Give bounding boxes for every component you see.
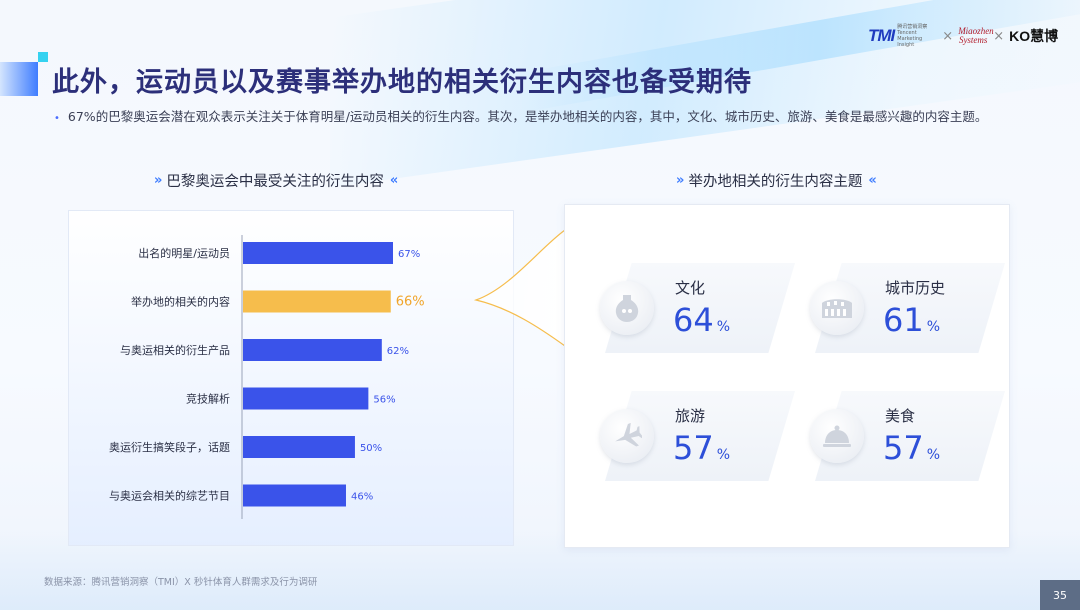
topic-value-number: 57 [883, 429, 924, 467]
value-label: 66% [396, 295, 425, 310]
topic-value: 57% [883, 429, 940, 467]
miaozhen-logo: Miaozhen Systems [958, 26, 994, 45]
value-label: 56% [373, 395, 395, 406]
double-chevron-left-icon: « [868, 173, 877, 188]
value-label: 46% [351, 492, 373, 503]
partner-logos: TMI 腾讯营销洞察 Tencent Marketing Insight × M… [868, 24, 1058, 48]
connector-shape [473, 228, 566, 348]
ko-logo: KO慧博 [1009, 28, 1059, 44]
topic-unit: % [716, 447, 731, 463]
page-number: 35 [1040, 580, 1080, 610]
topic-card-food: 美食 57% [810, 391, 1005, 481]
logo-separator: × [942, 28, 954, 44]
data-source: 数据来源：腾讯营销洞察（TMI）X 秒针体育人群需求及行为调研 [44, 577, 318, 588]
topic-value: 57% [673, 429, 730, 467]
topic-card-travel: 旅游 57% [600, 391, 795, 481]
topic-value-number: 61 [883, 301, 924, 339]
topic-value-number: 57 [673, 429, 714, 467]
value-label: 62% [387, 346, 409, 357]
bar-chart: 出名的明星/运动员 67% 举办地的相关的内容 66% 与奥运相关的衍生产品 62% 竞技解… [109, 235, 425, 519]
tmi-logo-subtitle: 腾讯营销洞察 Tencent Marketing Insight [897, 24, 928, 48]
topic-name: 城市历史 [885, 279, 946, 297]
topic-unit: % [926, 447, 941, 463]
topics-panel: 文化 64% 城市历史 61% 旅游 57% [564, 204, 1010, 548]
topic-name: 文化 [675, 279, 706, 297]
bar-chart-panel: 出名的明星/运动员 67% 举办地的相关的内容 66% 与奥运相关的衍生产品 62% 竞技解… [68, 210, 514, 546]
category-label: 与奥运相关的衍生产品 [120, 343, 230, 357]
value-label: 50% [360, 443, 382, 454]
bar [243, 484, 346, 507]
title-accent-square [38, 52, 48, 62]
bullet-icon: • [54, 113, 60, 124]
summary-content: 67%的巴黎奥运会潜在观众表示关注关于体育明星/运动员相关的衍生内容。其次，是举… [67, 109, 988, 124]
topic-name: 旅游 [675, 407, 706, 425]
value-label: 67% [398, 249, 420, 260]
topic-value: 64% [673, 301, 730, 339]
category-label: 与奥运会相关的综艺节目 [109, 489, 230, 503]
bar [243, 436, 355, 458]
double-chevron-right-icon: » [676, 173, 685, 188]
topic-card-city-history: 城市历史 61% [810, 263, 1005, 353]
page-title: 此外，运动员以及赛事举办地的相关衍生内容也备受期待 [52, 67, 752, 98]
bar [243, 339, 382, 361]
category-label: 举办地的相关的内容 [131, 295, 230, 309]
topic-card-culture: 文化 64% [600, 263, 795, 353]
cloche-icon [810, 409, 864, 463]
double-chevron-right-icon: » [154, 173, 163, 188]
topic-name: 美食 [885, 407, 916, 425]
category-label: 出名的明星/运动员 [138, 246, 230, 260]
right-section-title-text: 举办地相关的衍生内容主题 [688, 174, 863, 190]
category-label: 竞技解析 [186, 392, 230, 406]
topic-value: 61% [883, 301, 940, 339]
logo-separator: × [993, 28, 1005, 44]
bar [243, 242, 393, 264]
tmi-logo: TMI [868, 26, 895, 45]
right-section-title: » 举办地相关的衍生内容主题 « [676, 170, 877, 191]
topic-value-number: 64 [673, 301, 714, 339]
vase-icon [600, 281, 654, 335]
left-section-title: » 巴黎奥运会中最受关注的衍生内容 « [154, 170, 399, 191]
topic-unit: % [716, 319, 731, 335]
bar [243, 387, 369, 410]
category-label: 奥运衍生搞笑段子，话题 [109, 440, 230, 454]
colosseum-icon [810, 281, 864, 335]
left-section-title-text: 巴黎奥运会中最受关注的衍生内容 [166, 174, 384, 190]
summary-text: • 67%的巴黎奥运会潜在观众表示关注关于体育明星/运动员相关的衍生内容。其次，是… [54, 106, 1064, 125]
airplane-icon [600, 409, 654, 463]
bar [243, 290, 391, 313]
double-chevron-left-icon: « [389, 173, 399, 188]
topic-unit: % [926, 319, 941, 335]
title-accent-bar [0, 62, 38, 96]
